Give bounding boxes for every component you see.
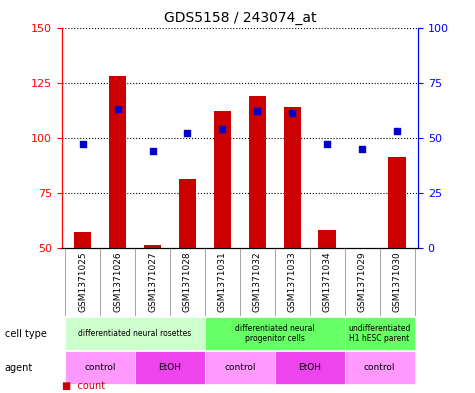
Text: differentiated neural rosettes: differentiated neural rosettes bbox=[78, 329, 192, 338]
Text: GSM1371032: GSM1371032 bbox=[253, 251, 262, 312]
Bar bbox=[284, 107, 301, 248]
Text: agent: agent bbox=[5, 363, 33, 373]
Text: GSM1371031: GSM1371031 bbox=[218, 251, 227, 312]
Text: GSM1371030: GSM1371030 bbox=[392, 251, 401, 312]
Text: control: control bbox=[224, 364, 256, 373]
FancyBboxPatch shape bbox=[65, 351, 135, 384]
Text: GSM1371027: GSM1371027 bbox=[148, 251, 157, 312]
FancyBboxPatch shape bbox=[205, 317, 345, 350]
Point bbox=[358, 145, 366, 152]
Bar bbox=[214, 111, 231, 248]
FancyBboxPatch shape bbox=[275, 351, 345, 384]
Text: control: control bbox=[85, 364, 116, 373]
FancyBboxPatch shape bbox=[65, 317, 205, 350]
Point bbox=[79, 141, 86, 147]
Text: undifferentiated
H1 hESC parent: undifferentiated H1 hESC parent bbox=[348, 324, 411, 343]
Text: EtOH: EtOH bbox=[159, 364, 181, 373]
FancyBboxPatch shape bbox=[345, 317, 415, 350]
Point bbox=[288, 110, 296, 116]
Text: cell type: cell type bbox=[5, 329, 47, 338]
Point bbox=[323, 141, 331, 147]
Text: differentiated neural
progenitor cells: differentiated neural progenitor cells bbox=[235, 324, 314, 343]
Point bbox=[254, 108, 261, 114]
Title: GDS5158 / 243074_at: GDS5158 / 243074_at bbox=[163, 11, 316, 25]
Bar bbox=[248, 96, 266, 248]
Bar bbox=[74, 232, 91, 248]
Text: GSM1371034: GSM1371034 bbox=[323, 251, 332, 312]
FancyBboxPatch shape bbox=[345, 351, 415, 384]
Text: GSM1371026: GSM1371026 bbox=[113, 251, 122, 312]
Bar bbox=[318, 230, 336, 248]
Point bbox=[184, 130, 191, 136]
FancyBboxPatch shape bbox=[205, 351, 275, 384]
Text: ■  count: ■ count bbox=[62, 381, 105, 391]
FancyBboxPatch shape bbox=[135, 351, 205, 384]
Bar bbox=[179, 179, 196, 248]
Text: GSM1371033: GSM1371033 bbox=[288, 251, 297, 312]
Text: GSM1371028: GSM1371028 bbox=[183, 251, 192, 312]
Point bbox=[218, 126, 226, 132]
Bar bbox=[144, 245, 162, 248]
Text: GSM1371025: GSM1371025 bbox=[78, 251, 87, 312]
Point bbox=[149, 148, 156, 154]
Bar bbox=[389, 157, 406, 248]
Point bbox=[393, 128, 401, 134]
Text: control: control bbox=[364, 364, 395, 373]
Text: GSM1371029: GSM1371029 bbox=[358, 251, 367, 312]
Point bbox=[114, 106, 122, 112]
Bar bbox=[109, 76, 126, 248]
Text: EtOH: EtOH bbox=[298, 364, 321, 373]
